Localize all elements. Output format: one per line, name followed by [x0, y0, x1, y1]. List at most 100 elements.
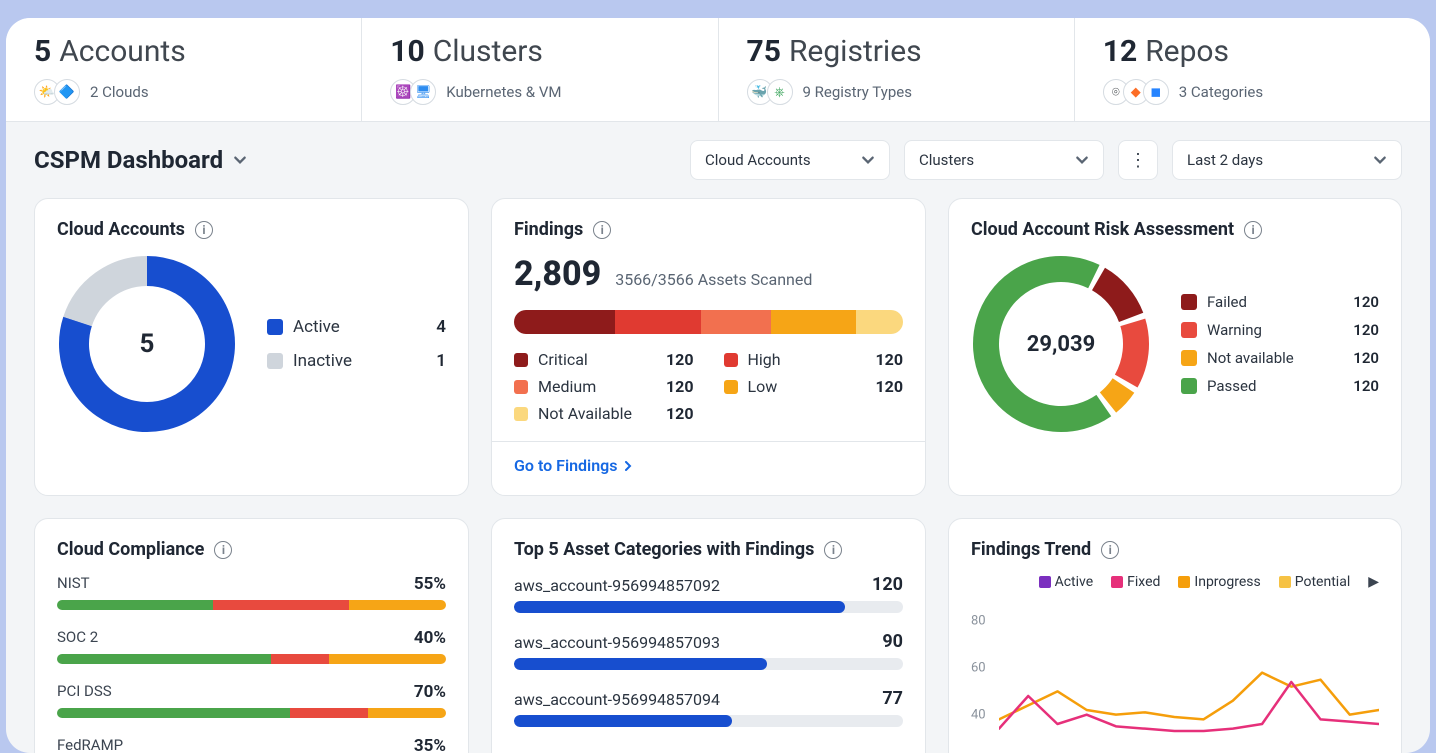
findings-legend-row: Medium 120 — [514, 377, 694, 396]
legend-value: 120 — [666, 377, 694, 396]
summary-subtext: 2 Clouds — [90, 83, 149, 101]
legend-row: Warning 120 — [1181, 321, 1379, 339]
risk-donut: 29,039 — [971, 254, 1151, 434]
asset-value: 120 — [872, 574, 903, 595]
legend-swatch — [1279, 576, 1291, 588]
summary-label: Accounts — [59, 34, 186, 69]
filter-label: Last 2 days — [1187, 151, 1263, 169]
summary-subtext: 9 Registry Types — [803, 83, 912, 101]
info-icon[interactable]: i — [1244, 221, 1262, 239]
trend-legend-item: Active — [1039, 574, 1094, 590]
summary-cell[interactable]: 5Accounts 🌤️🔷2 Clouds — [6, 18, 361, 121]
legend-swatch — [514, 407, 528, 421]
trend-legend-item: Inprogress — [1178, 574, 1260, 590]
asset-bar — [514, 715, 903, 727]
legend-label: Inactive — [293, 351, 426, 371]
info-icon[interactable]: i — [824, 541, 842, 559]
more-options-button[interactable]: ⋮ — [1118, 140, 1158, 180]
summary-cell[interactable]: 12Repos ⌾◆◼3 Categories — [1074, 18, 1430, 121]
link-label: Go to Findings — [514, 456, 617, 475]
filter-clusters[interactable]: Clusters — [904, 140, 1104, 180]
compliance-bar — [57, 600, 446, 610]
legend-value: 4 — [436, 317, 446, 337]
card-title: Findings Trend — [971, 539, 1091, 560]
legend-swatch — [1181, 294, 1197, 310]
card-risk-assessment: Cloud Account Risk Assessment i 29,039 F… — [948, 198, 1402, 496]
findings-legend-row: Critical 120 — [514, 350, 694, 369]
provider-icon: ◼ — [1143, 79, 1169, 105]
legend-swatch — [1111, 576, 1123, 588]
summary-count: 12 — [1103, 34, 1137, 69]
kebab-icon: ⋮ — [1129, 150, 1147, 171]
legend-swatch — [267, 353, 283, 369]
summary-cell[interactable]: 10Clusters ☸️🖥Kubernetes & VM — [361, 18, 717, 121]
filter-label: Clusters — [919, 151, 974, 169]
donut-center-value: 5 — [57, 254, 237, 434]
compliance-name: FedRAMP — [57, 736, 123, 753]
card-cloud-accounts: Cloud Accounts i 5 Active 4 Inactive 1 — [34, 198, 469, 496]
legend-label: Failed — [1207, 293, 1343, 311]
legend-row: Inactive 1 — [267, 351, 446, 371]
card-findings-trend: Findings Trend i ActiveFixedInprogressPo… — [948, 518, 1402, 753]
legend-swatch — [1181, 378, 1197, 394]
legend-label: High — [748, 350, 866, 369]
findings-legend: Critical 120 High 120 Medium 120 Low 120… — [514, 350, 903, 423]
provider-icon: 🔷 — [54, 79, 80, 105]
legend-value: 120 — [875, 377, 903, 396]
compliance-bar — [57, 708, 446, 718]
filter-timerange[interactable]: Last 2 days — [1172, 140, 1402, 180]
toolbar: CSPM Dashboard Cloud Accounts Clusters ⋮… — [6, 122, 1430, 198]
page-title-dropdown[interactable]: CSPM Dashboard — [34, 146, 247, 174]
legend-swatch — [724, 380, 738, 394]
legend-swatch — [267, 319, 283, 335]
legend-scroll-right-icon[interactable]: ▶ — [1368, 574, 1379, 590]
findings-legend-row: High 120 — [724, 350, 904, 369]
compliance-name: SOC 2 — [57, 628, 98, 648]
go-to-findings-link[interactable]: Go to Findings — [514, 456, 903, 475]
legend-label: Not Available — [538, 404, 656, 423]
compliance-pct: 40% — [414, 628, 446, 648]
summary-count: 75 — [747, 34, 781, 69]
card-asset-categories: Top 5 Asset Categories with Findings i a… — [491, 518, 926, 753]
info-icon[interactable]: i — [1101, 541, 1119, 559]
cloud-accounts-legend: Active 4 Inactive 1 — [267, 317, 446, 371]
summary-cell[interactable]: 75Registries 🐳⎈9 Registry Types — [718, 18, 1074, 121]
findings-legend-row: Not Available 120 — [514, 404, 694, 423]
findings-severity-bar — [514, 310, 903, 334]
info-icon[interactable]: i — [195, 221, 213, 239]
card-title: Cloud Compliance — [57, 539, 204, 560]
card-cloud-compliance: Cloud Compliance i NIST55% SOC 240% PCI … — [34, 518, 469, 753]
legend-swatch — [1178, 576, 1190, 588]
info-icon[interactable]: i — [593, 221, 611, 239]
asset-row: aws_account-956994857092 120 — [514, 574, 903, 613]
summary-label: Clusters — [433, 34, 543, 69]
y-tick-label: 40 — [971, 707, 986, 722]
asset-bar — [514, 658, 903, 670]
y-tick-label: 80 — [971, 614, 986, 629]
legend-label: Passed — [1207, 377, 1343, 395]
summary-bar: 5Accounts 🌤️🔷2 Clouds 10Clusters ☸️🖥Kube… — [6, 18, 1430, 122]
asset-category-list: aws_account-956994857092 120 aws_account-… — [514, 574, 903, 745]
asset-row: aws_account-95699485709390 — [514, 631, 903, 670]
trend-legend-item: Fixed — [1111, 574, 1160, 590]
legend-value: 120 — [1353, 377, 1379, 395]
legend-swatch — [514, 353, 528, 367]
page-title-text: CSPM Dashboard — [34, 146, 223, 174]
findings-total: 2,809 — [514, 254, 601, 294]
card-title: Top 5 Asset Categories with Findings — [514, 539, 814, 560]
legend-label: Not available — [1207, 349, 1343, 367]
card-title: Cloud Accounts — [57, 219, 185, 240]
legend-label: Medium — [538, 377, 656, 396]
legend-value: 1 — [436, 351, 446, 371]
asset-value: 90 — [882, 631, 903, 652]
compliance-name: NIST — [57, 574, 90, 594]
legend-value: 120 — [1353, 321, 1379, 339]
info-icon[interactable]: i — [214, 541, 232, 559]
filter-cloud-accounts[interactable]: Cloud Accounts — [690, 140, 890, 180]
trend-chart: 806040 — [971, 598, 1379, 753]
asset-value: 77 — [882, 688, 903, 709]
legend-row: Failed 120 — [1181, 293, 1379, 311]
compliance-pct: 70% — [414, 682, 446, 702]
card-title: Findings — [514, 219, 583, 240]
asset-name: aws_account-956994857092 — [514, 576, 720, 595]
